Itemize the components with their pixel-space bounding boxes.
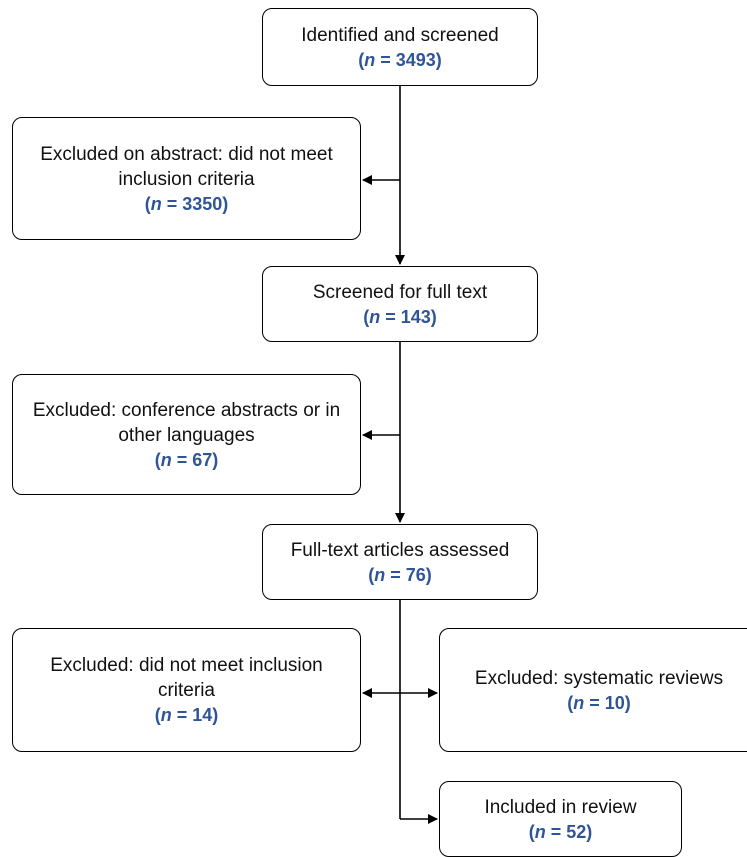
excluded-criteria-count: (n = 14) — [154, 705, 219, 725]
excluded-systematic-box: Excluded: systematic reviews (n = 10) — [439, 628, 747, 752]
excluded-conference-box: Excluded: conference abstracts or in oth… — [12, 374, 361, 495]
excluded-abstract-count: (n = 3350) — [144, 193, 229, 214]
excluded-systematic-label: Excluded: systematic reviews — [474, 667, 724, 689]
excluded-criteria-label: Excluded: did not meet inclusion criteri… — [50, 655, 323, 701]
excluded-systematic-count: (n = 10) — [567, 692, 631, 713]
excluded-conference-label: Excluded: conference abstracts or in oth… — [32, 399, 341, 446]
screened-full-text-label: Screened for full text — [312, 281, 488, 303]
excluded-abstract-label: Excluded on abstract: did not meet inclu… — [40, 143, 333, 190]
included-box: Included in review (n = 52) — [439, 781, 682, 857]
included-label: Included in review — [484, 796, 637, 818]
excluded-abstract-box: Excluded on abstract: did not meet inclu… — [12, 117, 361, 240]
screened-full-text-count: (n = 143) — [363, 306, 437, 327]
screened-full-text-box: Screened for full text (n = 143) — [262, 266, 538, 342]
assessed-label: Full-text articles assessed — [290, 539, 510, 561]
assessed-count: (n = 76) — [368, 564, 432, 585]
identified-count: (n = 3493) — [358, 49, 442, 70]
excluded-criteria-box: Excluded: did not meet inclusion criteri… — [12, 628, 361, 752]
identified-label: Identified and screened — [301, 24, 499, 46]
assessed-box: Full-text articles assessed (n = 76) — [262, 524, 538, 600]
excluded-conference-count: (n = 67) — [154, 449, 219, 470]
included-count: (n = 52) — [528, 821, 593, 842]
identified-box: Identified and screened (n = 3493) — [262, 8, 538, 86]
